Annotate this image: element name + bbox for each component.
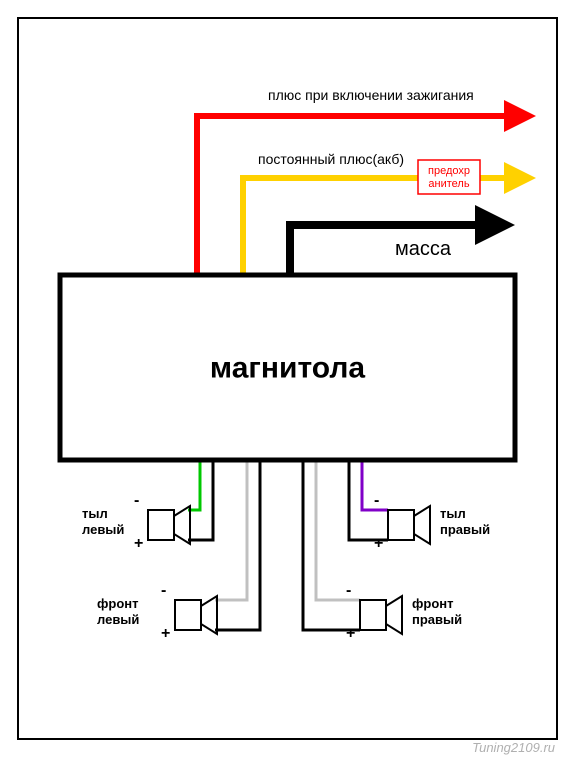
minus-sign-rear-right: - xyxy=(374,492,379,509)
speaker-label-front-right-1: фронт xyxy=(412,596,453,611)
fuse-label-2: анитель xyxy=(428,178,469,190)
fuse-label-1: предохр xyxy=(428,165,470,177)
plus-sign-rear-right: + xyxy=(374,535,383,552)
label-constant-plus: постоянный плюс(акб) xyxy=(258,151,404,167)
speaker-label-rear-right-2: правый xyxy=(440,522,490,537)
diagram-svg: плюс при включении зажигания постоянный п… xyxy=(0,0,575,757)
speaker-icon-front-right xyxy=(360,596,402,634)
watermark: Tuning2109.ru xyxy=(472,740,555,755)
plus-sign-front-right: + xyxy=(346,625,355,642)
label-ground: масса xyxy=(395,238,452,260)
minus-sign-front-left: - xyxy=(161,582,166,599)
speaker-label-rear-left-2: левый xyxy=(82,522,124,537)
speaker-label-rear-right-1: тыл xyxy=(440,506,466,521)
speaker-icon-rear-left xyxy=(148,506,190,544)
arrowhead-icon xyxy=(504,100,536,132)
wire-ground xyxy=(290,225,495,277)
wire-front-left-plus xyxy=(215,462,260,630)
wire-front-left-minus xyxy=(215,462,247,600)
arrowhead-icon xyxy=(504,162,536,194)
minus-sign-front-right: - xyxy=(346,582,351,599)
plus-sign-front-left: + xyxy=(161,625,170,642)
label-ignition-plus: плюс при включении зажигания xyxy=(268,87,474,103)
wire-front-right-minus xyxy=(316,462,360,600)
wire-rear-left-minus xyxy=(188,462,200,510)
wire-front-right-plus xyxy=(303,462,360,630)
speaker-label-rear-left-1: тыл xyxy=(82,506,108,521)
arrowhead-icon xyxy=(475,205,515,245)
plus-sign-rear-left: + xyxy=(134,535,143,552)
speaker-label-front-left-1: фронт xyxy=(97,596,138,611)
minus-sign-rear-left: - xyxy=(134,492,139,509)
speaker-icon-rear-right xyxy=(388,506,430,544)
speaker-icon-front-left xyxy=(175,596,217,634)
wire-rear-right-plus xyxy=(349,462,388,540)
speaker-label-front-left-2: левый xyxy=(97,612,139,627)
head-unit-label: магнитола xyxy=(210,352,365,385)
speaker-label-front-right-2: правый xyxy=(412,612,462,627)
diagram-canvas: плюс при включении зажигания постоянный п… xyxy=(0,0,575,757)
